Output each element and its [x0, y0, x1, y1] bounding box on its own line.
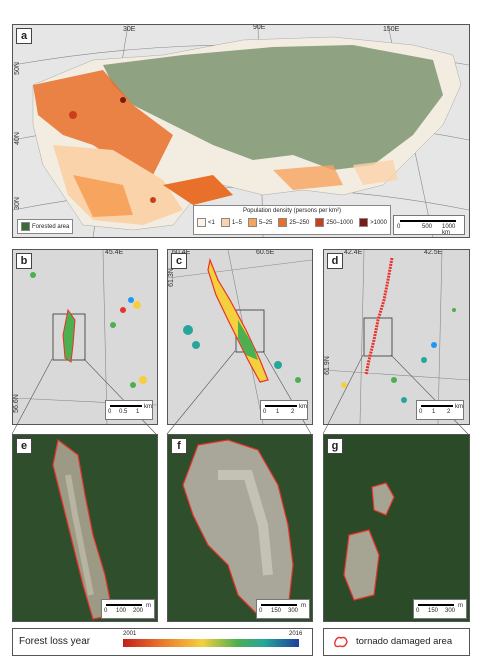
forest-region: [103, 45, 443, 170]
population-legend-title: Population density (persons per km²): [242, 208, 342, 214]
panel-c-scalebar: 0 1 2 km: [260, 400, 308, 420]
panel-d-scalebar: 0 1 2 km: [416, 400, 464, 420]
pop-class-0: <1: [197, 218, 215, 227]
scale-e-1: 100: [116, 608, 127, 614]
panel-d-drawing: [324, 250, 469, 424]
scale-e-2: 200: [133, 608, 144, 614]
forest-loss-gradient: [123, 639, 299, 647]
scale-e-unit: m: [146, 603, 151, 609]
panel-d-map: d 42.4E 42.5E 61.9N 0 1 2 km: [323, 249, 470, 425]
scale-b-unit: km: [144, 404, 152, 410]
pop-class-4: 250–1000: [315, 218, 353, 227]
pop-swatch-2: [247, 218, 257, 227]
pop-swatch-0: [197, 218, 207, 227]
coord-30n: 30N: [13, 197, 21, 210]
pop-class-5: >1000: [359, 218, 387, 227]
panel-c-label: c: [171, 253, 187, 269]
panel-d-coord-lon2: 42.5E: [424, 249, 443, 256]
forested-legend: Forested area: [17, 219, 74, 234]
pop-class-3: 25–250: [278, 218, 309, 227]
coord-90e: 90E: [253, 24, 266, 31]
tornado-area-icon: [334, 636, 348, 648]
panel-e-image: e 0 100 200 m: [12, 434, 158, 622]
scale-f-unit: m: [301, 603, 306, 609]
scale-g-2: 300: [445, 608, 456, 614]
panel-g-scalebar: 0 150 300 m: [413, 599, 467, 619]
scale-d-2: 2: [447, 409, 451, 415]
panel-b-coord-lon: 45.4E: [105, 249, 124, 256]
scale-b-2: 1: [136, 409, 140, 415]
population-classes: <1 1–5 5–25 25–250 250–1000 >1000: [194, 218, 390, 227]
pop-swatch-1: [220, 218, 230, 227]
panel-b-drawing: [13, 250, 157, 424]
panel-g-label: g: [327, 438, 343, 454]
panel-f-label: f: [171, 438, 187, 454]
panel-f-image: f 0 150 300 m: [167, 434, 313, 622]
panel-c-map: c 60.4E 60.5E 61.3N 0 1 2 km: [167, 249, 313, 425]
panel-g-image: g 0 150 300 m: [323, 434, 470, 622]
scale-e-0: 0: [104, 608, 108, 614]
panel-e-scalebar: 0 100 200 m: [101, 599, 155, 619]
panel-b-coord-lat: 56.6N: [12, 394, 20, 413]
panel-b-scalebar: 0 0.5 1 km: [105, 400, 153, 420]
scale-g-unit: m: [458, 603, 463, 609]
panel-a-map: a 30E 90E 150E 50N 40N 30N Forested area…: [12, 24, 470, 238]
population-legend: Population density (persons per km²) <1 …: [193, 205, 391, 235]
scale-f-2: 300: [288, 608, 299, 614]
scale-d-1: 1: [432, 409, 436, 415]
tornado-legend-label: tornado damaged area: [356, 636, 453, 647]
panel-a-scalebar: 0 500 1000 km: [393, 215, 465, 236]
panel-g-drawing: [324, 435, 469, 621]
panel-d-coord-lon1: 42.4E: [344, 249, 363, 256]
pop-class-2: 5–25: [247, 218, 272, 227]
scale-c-2: 2: [291, 409, 295, 415]
panel-c-drawing: [168, 250, 312, 424]
coord-30e: 30E: [123, 26, 136, 33]
forested-legend-label: Forested area: [32, 224, 70, 231]
forest-loss-title: Forest loss year: [19, 636, 91, 647]
forest-loss-year-end: 2016: [289, 631, 303, 637]
scale-a-2: 1000 km: [442, 224, 456, 236]
panel-e-label: e: [16, 438, 32, 454]
forest-swatch: [21, 222, 30, 231]
scale-d-0: 0: [419, 409, 423, 415]
panel-c-coord-lat: 61.3N: [167, 268, 175, 287]
panel-b-map: b 45.4E 56.6N 0 0.5 1 km: [12, 249, 158, 425]
scale-f-1: 150: [271, 608, 282, 614]
tornado-legend: tornado damaged area: [323, 628, 470, 656]
panel-e-drawing: [13, 435, 157, 621]
scale-d-unit: km: [455, 404, 463, 410]
panel-d-label: d: [327, 253, 343, 269]
pop-swatch-3: [278, 218, 288, 227]
panel-b-label: b: [16, 253, 32, 269]
forest-loss-year-start: 2001: [123, 631, 137, 637]
scale-c-unit: km: [299, 404, 307, 410]
russia-map: [13, 25, 469, 237]
scale-c-1: 1: [276, 409, 280, 415]
scale-f-0: 0: [259, 608, 263, 614]
panel-d-coord-lat: 61.9N: [323, 356, 331, 375]
panel-f-scalebar: 0 150 300 m: [256, 599, 310, 619]
panel-c-coord-lon2: 60.5E: [256, 249, 275, 256]
forest-loss-legend: Forest loss year 2001 2016: [12, 628, 313, 656]
scale-g-0: 0: [416, 608, 420, 614]
pop-swatch-4: [315, 218, 325, 227]
panel-f-drawing: [168, 435, 312, 621]
scale-b-1: 0.5: [119, 409, 128, 415]
scale-b-0: 0: [108, 409, 112, 415]
scale-g-1: 150: [428, 608, 439, 614]
scale-a-0: 0: [397, 224, 401, 230]
panel-a-label: a: [16, 28, 32, 44]
coord-40n: 40N: [13, 132, 21, 145]
populated-west: [33, 70, 173, 175]
coord-50n: 50N: [13, 62, 21, 75]
coord-150e: 150E: [383, 26, 400, 33]
scale-c-0: 0: [263, 409, 267, 415]
pop-class-1: 1–5: [220, 218, 242, 227]
pop-swatch-5: [359, 218, 369, 227]
scale-a-1: 500: [422, 224, 433, 230]
